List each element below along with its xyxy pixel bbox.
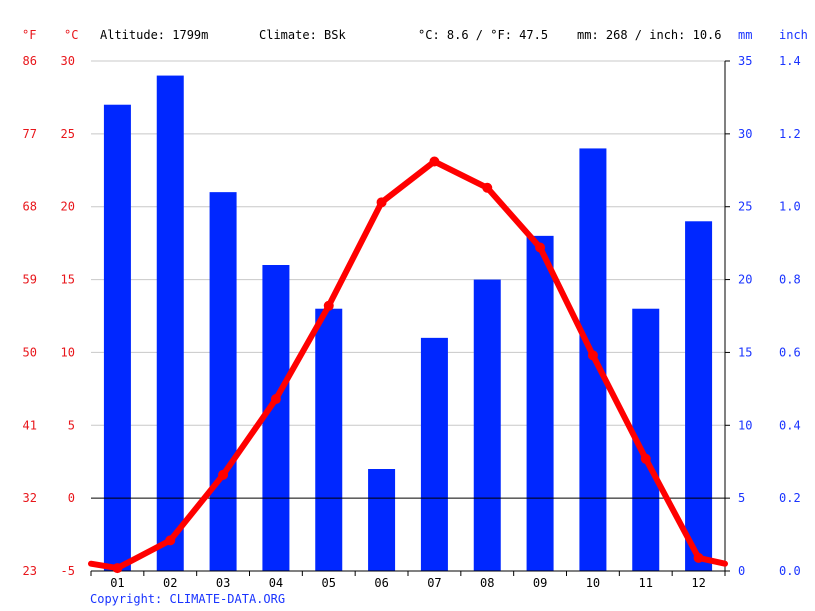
x-tick-label: 08 [480,576,494,590]
x-tick-label: 09 [533,576,547,590]
mm-tick-label: 20 [738,273,752,287]
fahrenheit-tick-label: 32 [23,491,37,505]
precipitation-bar [156,75,184,572]
mm-tick-label: 30 [738,127,752,141]
fahrenheit-tick-label: 68 [23,200,37,214]
unit-celsius-label: °C [64,28,79,42]
mm-tick-label: 10 [738,418,752,432]
unit-mm-label: mm [738,28,753,42]
mm-tick-label: 5 [738,491,745,505]
inch-tick-label: 1.0 [779,200,801,214]
x-tick-label: 07 [427,576,441,590]
x-tick-label: 05 [322,576,336,590]
precipitation-bar [368,469,396,571]
x-tick-label: 06 [374,576,388,590]
precipitation-bar [526,235,554,571]
inch-tick-label: 0.6 [779,345,801,359]
x-tick-label: 10 [586,576,600,590]
copyright-text: Copyright: CLIMATE-DATA.ORG [90,592,286,606]
precipitation-bar [473,279,501,571]
climate-label: Climate: BSk [259,28,346,42]
precipitation-bar [685,221,713,572]
temperature-point [112,563,123,574]
temperature-point [429,156,440,167]
unit-inch-label: inch [779,28,808,42]
temperature-point [693,552,704,563]
temperature-point [165,535,176,546]
temperature-point [482,182,493,193]
precipitation-bar [315,308,343,571]
precipitation-bar [262,265,290,571]
unit-fahrenheit-label: °F [22,28,37,42]
temperature-point [218,469,229,480]
precipitation-bar [209,192,237,571]
x-tick-label: 02 [163,576,177,590]
mm-tick-label: 25 [738,200,752,214]
inch-tick-label: 1.2 [779,127,801,141]
precipitation-bar [420,337,448,571]
altitude-label: Altitude: 1799m [100,28,209,42]
inch-tick-label: 0.8 [779,273,801,287]
temperature-point [587,350,598,361]
inch-tick-label: 0.0 [779,564,801,578]
fahrenheit-tick-label: 41 [23,418,37,432]
celsius-tick-label: -5 [61,564,75,578]
temperature-point [535,242,546,253]
celsius-tick-label: 10 [61,345,75,359]
celsius-tick-label: 15 [61,273,75,287]
x-tick-label: 03 [216,576,230,590]
fahrenheit-tick-label: 59 [23,273,37,287]
inch-tick-label: 1.4 [779,54,801,68]
x-tick-label: 04 [269,576,283,590]
temperature-point [640,453,651,464]
fahrenheit-tick-label: 23 [23,564,37,578]
mm-tick-label: 15 [738,345,752,359]
temperature-point [270,394,281,405]
celsius-tick-label: 25 [61,127,75,141]
celsius-tick-label: 20 [61,200,75,214]
celsius-tick-label: 0 [68,491,75,505]
average-temperature-label: °C: 8.6 / °F: 47.5 [418,28,549,42]
precipitation-bar [103,104,131,571]
temperature-line [88,158,728,572]
fahrenheit-tick-label: 50 [23,345,37,359]
inch-tick-label: 0.2 [779,491,801,505]
mm-tick-label: 35 [738,54,752,68]
temperature-point [376,197,387,208]
celsius-tick-label: 30 [61,54,75,68]
mm-tick-label: 0 [738,564,745,578]
fahrenheit-tick-label: 86 [23,54,37,68]
total-precipitation-label: mm: 268 / inch: 10.6 [577,28,722,42]
x-tick-label: 12 [691,576,705,590]
fahrenheit-tick-label: 77 [23,127,37,141]
temperature-point [323,300,334,311]
x-tick-label: 01 [110,576,124,590]
celsius-tick-label: 5 [68,418,75,432]
x-tick-label: 11 [639,576,653,590]
inch-tick-label: 0.4 [779,418,801,432]
